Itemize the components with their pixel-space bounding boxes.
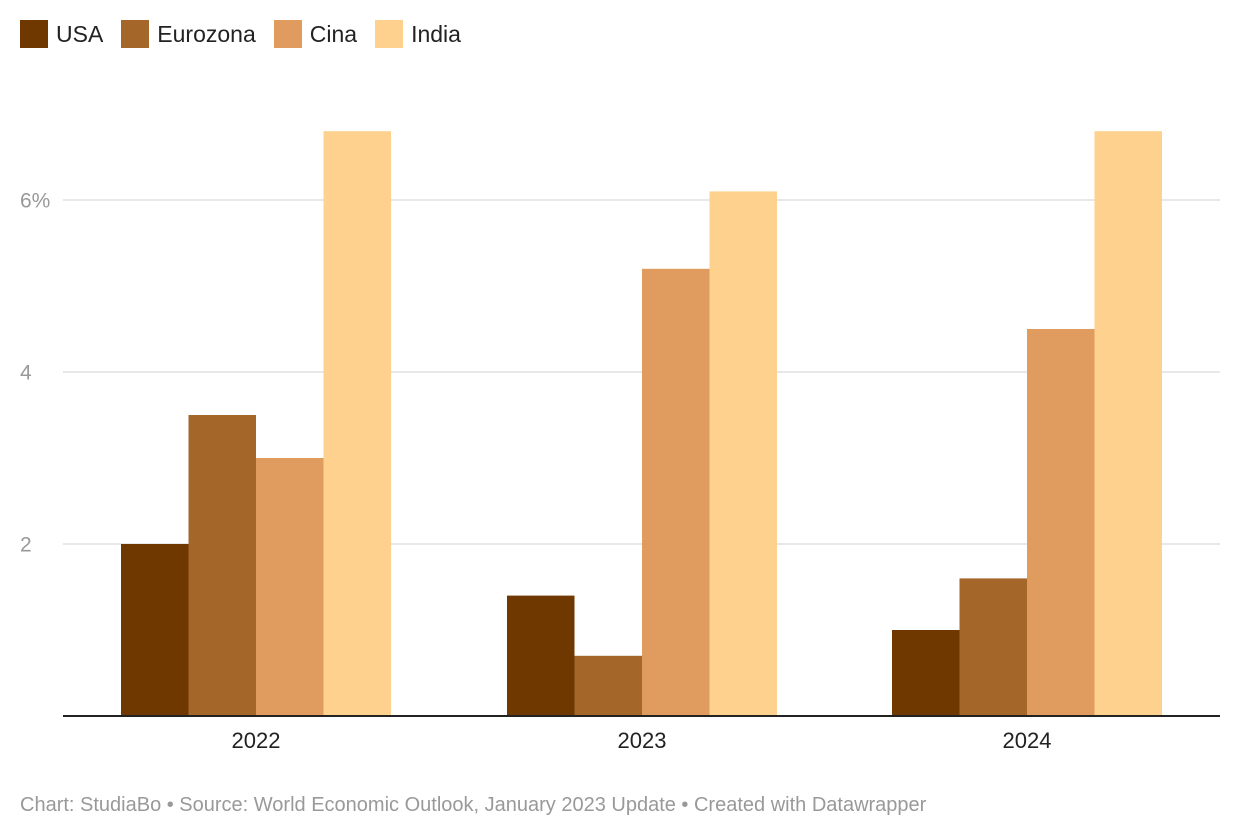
legend-label: Cina — [309, 20, 358, 47]
bars — [121, 131, 1162, 716]
legend-item-eurozona: Eurozona — [121, 20, 256, 48]
y-tick-label: 2 — [20, 533, 32, 556]
legend-item-cina: Cina — [273, 20, 358, 48]
legend-swatch — [121, 20, 150, 48]
bar-cina-2023 — [642, 268, 710, 716]
legend-item-usa: USA — [20, 20, 103, 48]
bar-eurozona-2024 — [959, 578, 1027, 716]
bar-eurozona-2022 — [188, 415, 256, 716]
bar-usa-2022 — [121, 544, 189, 716]
bar-india-2023 — [709, 191, 777, 716]
x-axis-ticks: 2022 2023 2024 — [232, 728, 1052, 753]
bar-india-2022 — [323, 131, 391, 716]
legend-swatch — [375, 20, 404, 48]
bar-cina-2024 — [1027, 329, 1095, 716]
bar-india-2024 — [1094, 131, 1162, 716]
y-tick-label: 4 — [20, 361, 32, 384]
legend-label: Eurozona — [157, 20, 256, 47]
x-tick-label: 2022 — [232, 728, 281, 753]
y-tick-label: 6% — [20, 189, 50, 212]
legend-label: India — [411, 20, 461, 47]
x-tick-label: 2024 — [1003, 728, 1052, 753]
bar-cina-2022 — [256, 458, 324, 716]
legend-label: USA — [56, 20, 104, 47]
y-axis-ticks: 2 4 6% — [20, 189, 50, 556]
bar-usa-2023 — [507, 595, 575, 716]
legend-item-india: India — [375, 20, 461, 48]
bar-usa-2024 — [892, 630, 960, 716]
chart-footer: Chart: StudiaBo • Source: World Economic… — [20, 794, 927, 816]
bar-eurozona-2023 — [574, 655, 642, 716]
chart-legend: USA Eurozona Cina India — [20, 20, 479, 48]
legend-swatch — [20, 20, 48, 48]
x-tick-label: 2023 — [618, 728, 667, 753]
legend-swatch — [273, 20, 302, 48]
